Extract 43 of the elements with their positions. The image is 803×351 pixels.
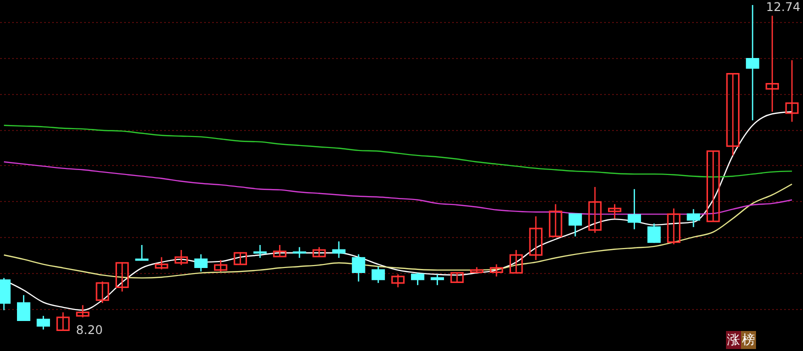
candlestick <box>510 249 523 274</box>
candlestick <box>726 73 740 156</box>
candlestick <box>430 274 444 286</box>
candlestick <box>352 254 366 282</box>
candlestick <box>686 208 700 228</box>
candlestick <box>253 244 267 259</box>
candlestick <box>490 264 504 278</box>
candlestick <box>174 249 188 266</box>
candlestick <box>391 274 405 288</box>
candlestick <box>529 216 543 261</box>
candlestick <box>410 272 424 286</box>
candlestick <box>76 304 90 318</box>
annotation: 8.20 <box>76 323 103 337</box>
candlestick <box>56 312 70 331</box>
candlestick <box>450 272 464 283</box>
candlestick <box>372 266 385 284</box>
annotation: 榜 <box>741 331 756 349</box>
candlestick <box>647 222 661 244</box>
candlestick <box>628 188 642 230</box>
candlestick <box>746 4 760 121</box>
candlestick <box>16 294 30 321</box>
candlestick <box>214 259 228 272</box>
candlestick <box>312 246 326 258</box>
candlestick <box>332 240 346 259</box>
candlestick <box>548 204 562 238</box>
candlestick <box>194 254 208 272</box>
candlestick <box>667 208 680 245</box>
candlestick <box>706 150 720 222</box>
candlestick <box>273 244 286 258</box>
candlestick <box>36 315 50 330</box>
candlestick <box>234 251 248 266</box>
candlestick <box>766 15 779 112</box>
candlestick <box>96 280 110 304</box>
candlestick <box>115 262 129 292</box>
candlestick <box>135 244 149 261</box>
candlestick <box>588 186 602 234</box>
candlestick <box>608 204 622 220</box>
candlestick <box>292 246 306 259</box>
candlestick <box>154 256 168 270</box>
candlestick <box>785 60 799 122</box>
annotation: 涨 <box>726 331 741 349</box>
annotation: 12.74 <box>766 0 800 14</box>
candlestick <box>568 212 582 238</box>
